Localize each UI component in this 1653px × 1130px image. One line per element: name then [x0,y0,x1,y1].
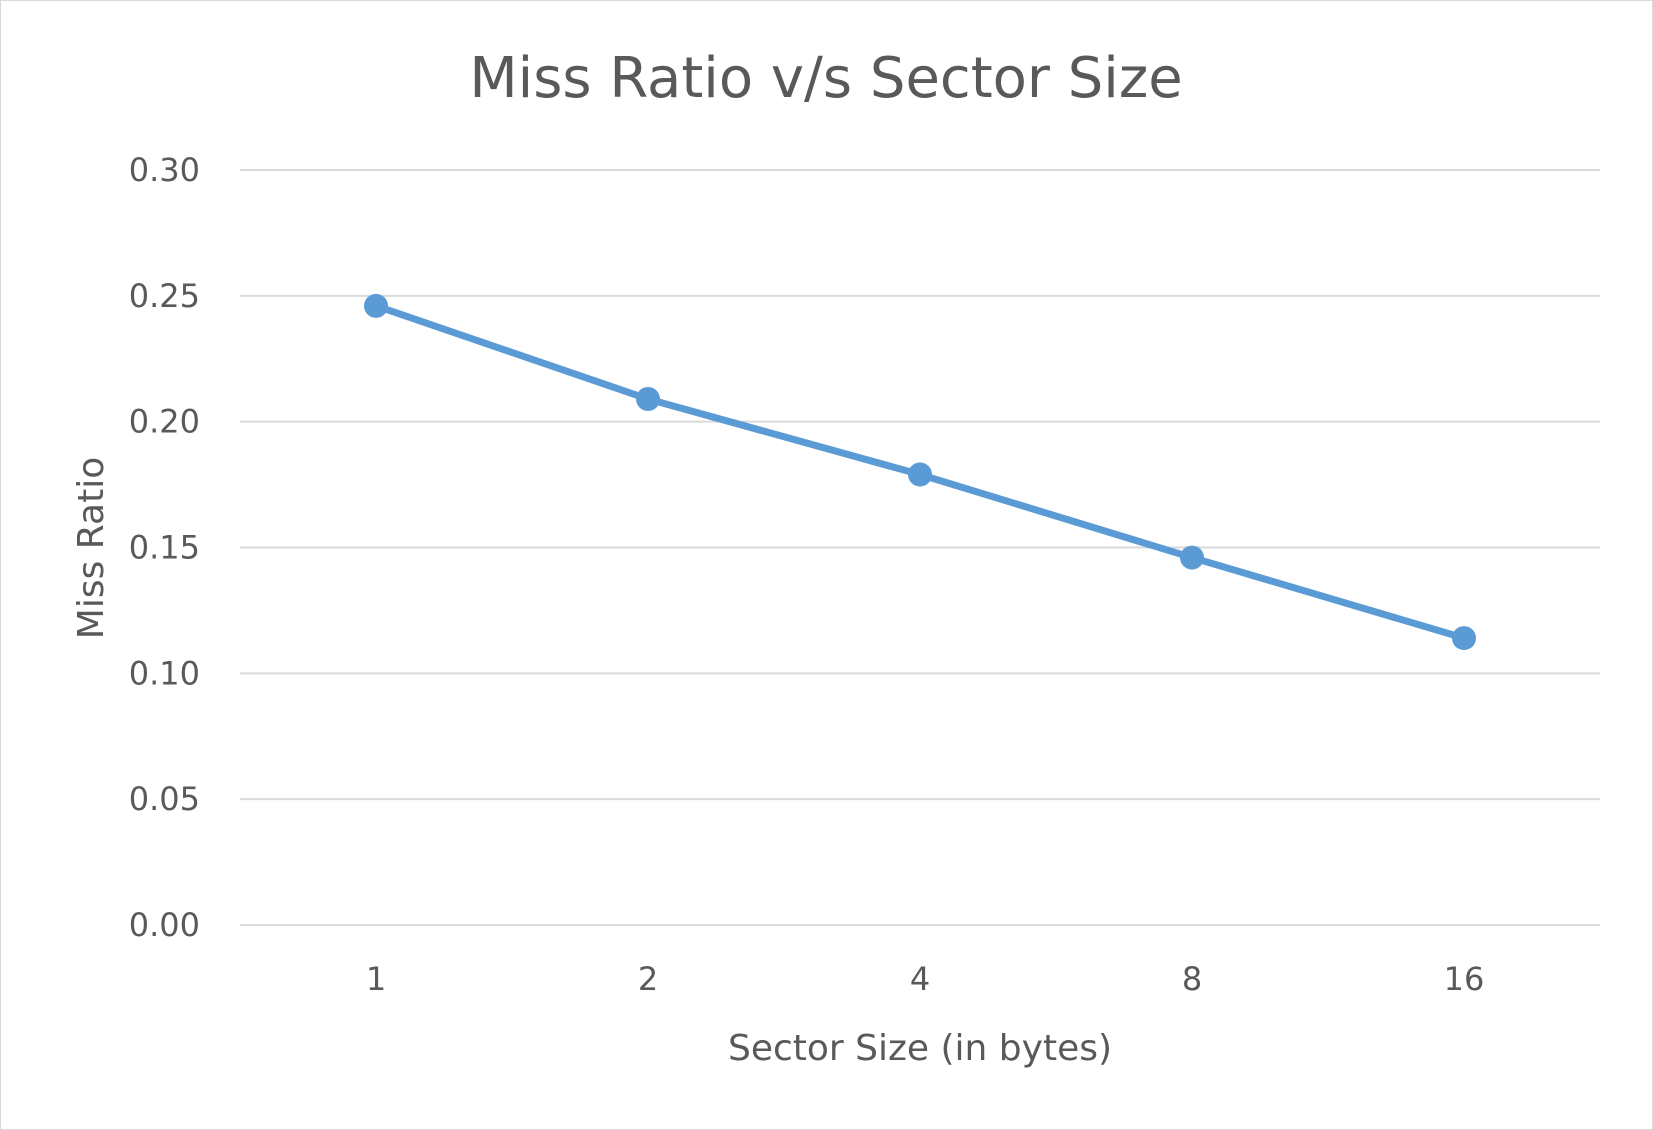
data-series [364,293,1476,651]
y-tick-label: 0.05 [129,780,200,818]
x-tick-label: 4 [910,960,930,998]
data-point [1452,626,1476,651]
y-tick-label: 0.15 [129,529,200,567]
data-point [908,462,932,487]
x-tick-label: 8 [1182,960,1202,998]
y-axis-ticks: 0.00 0.05 0.10 0.15 0.20 0.25 0.30 [129,151,200,944]
y-axis-label: Miss Ratio [71,457,112,639]
gridlines [240,169,1600,926]
y-tick-label: 0.10 [129,654,200,692]
y-tick-label: 0.20 [129,403,200,441]
x-axis-ticks: 1 2 4 8 16 [366,960,1485,998]
y-tick-label: 0.25 [129,277,200,315]
data-point [1180,545,1204,570]
chart-title: Miss Ratio v/s Sector Size [469,46,1182,111]
data-point [636,387,660,412]
y-tick-label: 0.30 [129,151,200,189]
x-axis-label: Sector Size (in bytes) [728,1028,1112,1069]
x-tick-label: 16 [1444,960,1485,998]
x-tick-label: 2 [638,960,658,998]
data-point [364,293,388,318]
x-tick-label: 1 [366,960,386,998]
y-tick-label: 0.00 [129,906,200,944]
